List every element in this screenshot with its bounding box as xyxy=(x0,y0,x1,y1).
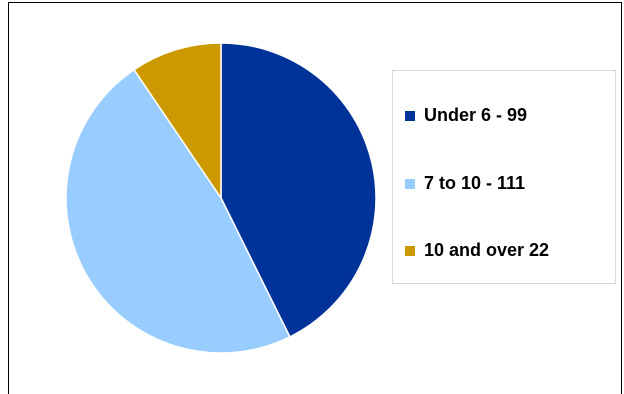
legend: Under 6 - 99 7 to 10 - 111 10 and over 2… xyxy=(392,70,616,284)
pie-slice-under-6 xyxy=(220,42,377,338)
pie-slice-10-and-over xyxy=(132,42,222,201)
pie-slice-7-to-10 xyxy=(65,68,291,354)
legend-label-under-6: Under 6 - 99 xyxy=(424,105,528,125)
legend-item-10-and-over: 10 and over 22 xyxy=(405,240,549,261)
legend-swatch-under-6 xyxy=(405,110,415,121)
legend-item-7-to-10: 7 to 10 - 111 xyxy=(405,173,525,194)
legend-label-10-and-over: 10 and over 22 xyxy=(424,240,550,260)
legend-item-under-6: Under 6 - 99 xyxy=(405,105,527,126)
legend-swatch-7-to-10 xyxy=(405,178,415,189)
legend-swatch-10-and-over xyxy=(405,245,415,256)
legend-label-7-to-10: 7 to 10 - 111 xyxy=(424,173,526,193)
